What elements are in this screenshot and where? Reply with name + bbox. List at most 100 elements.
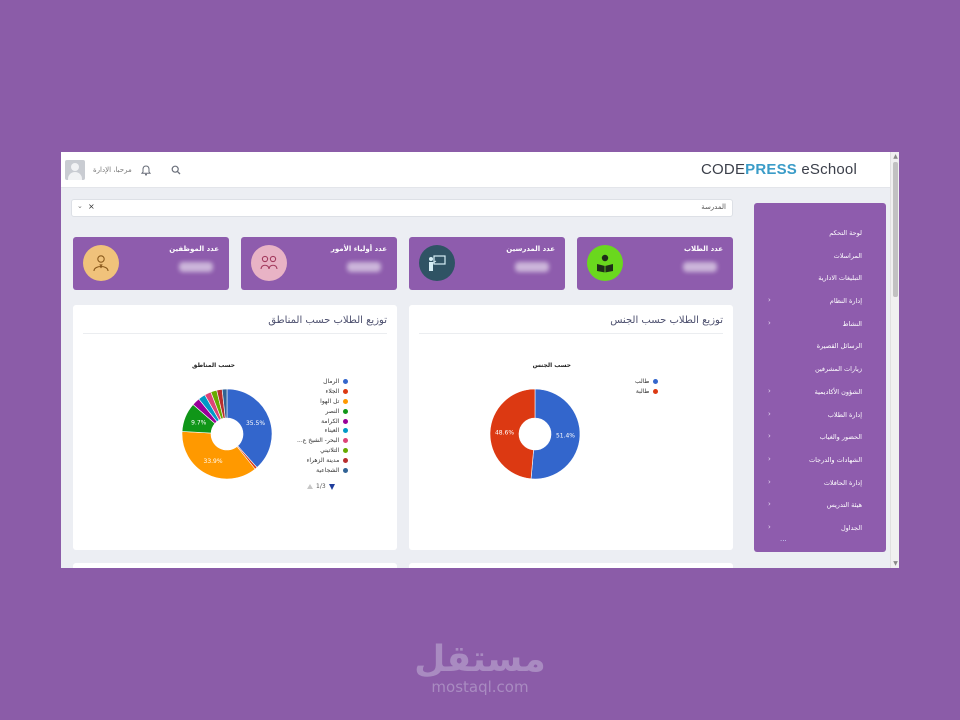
scroll-down-icon[interactable]: ▼ bbox=[893, 560, 898, 567]
legend-item[interactable]: الجلاء bbox=[297, 387, 349, 397]
legend-swatch bbox=[343, 467, 349, 473]
legend-label: تل الهوا bbox=[320, 397, 340, 405]
sidebar-item-label: إدارة الطلاب bbox=[827, 410, 862, 419]
chevron-icon[interactable]: › bbox=[768, 500, 771, 509]
slice-value-label: 33.9% bbox=[204, 458, 223, 465]
sidebar-item-label: إدارة الحافلات bbox=[823, 478, 862, 487]
sidebar-item[interactable]: الجداول › bbox=[754, 518, 886, 541]
sidebar-menu: لوحة التحكم المراسلات التبليغات الادارية إد… bbox=[754, 223, 886, 541]
parents-group-icon bbox=[251, 245, 287, 281]
chevron-icon[interactable]: › bbox=[768, 477, 771, 486]
bell-icon[interactable] bbox=[140, 164, 152, 176]
donut-slice[interactable] bbox=[530, 388, 581, 480]
gender-chart-panel: توزيع الطلاب حسب الجنس حسب الجنس 51.4% 48… bbox=[409, 305, 733, 550]
scroll-thumb[interactable] bbox=[893, 162, 898, 297]
app-window: مرحبا، الإدارة CODEPRESS eSchool ▲ ▼ ⌄ ×… bbox=[61, 152, 899, 568]
sidebar-more: ... bbox=[780, 535, 787, 543]
sidebar-item[interactable]: الشؤون الأكاديمية › bbox=[754, 382, 886, 405]
legend-swatch bbox=[343, 457, 349, 463]
legend-item[interactable]: النصر bbox=[297, 406, 349, 416]
teacher-board-icon bbox=[419, 245, 455, 281]
sidebar-item-label: هيئة التدريس bbox=[826, 501, 862, 510]
page-scrollbar[interactable]: ▲ ▼ bbox=[890, 152, 899, 568]
sidebar-item-label: المراسلات bbox=[833, 251, 862, 260]
legend-next-icon[interactable] bbox=[328, 483, 335, 490]
chevron-icon[interactable]: › bbox=[768, 409, 771, 418]
chevron-icon[interactable]: › bbox=[768, 522, 771, 531]
legend-item[interactable]: مدينة الزهراء bbox=[297, 455, 349, 465]
sidebar-item[interactable]: المراسلات bbox=[754, 246, 886, 269]
chart-legend: الرمال الجلاء تل الهوا النصر الكرامة العيناء ا… bbox=[297, 377, 349, 475]
sidebar-item[interactable]: لوحة التحكم bbox=[754, 223, 886, 246]
chart-title: حسب الجنس bbox=[532, 362, 571, 369]
sidebar-item[interactable]: النشاط › bbox=[754, 314, 886, 337]
legend-item[interactable]: الرمال bbox=[297, 377, 349, 387]
legend-label: التلاتيني bbox=[320, 446, 340, 454]
sidebar-item[interactable]: الرسائل القصيرة bbox=[754, 336, 886, 359]
avatar[interactable] bbox=[65, 160, 85, 180]
panel-stub bbox=[73, 563, 397, 568]
panel-divider bbox=[83, 333, 387, 334]
stat-card-students[interactable]: عدد الطلاب bbox=[577, 237, 733, 290]
donut-slice[interactable] bbox=[221, 388, 228, 419]
sidebar-item[interactable]: إدارة الطلاب › bbox=[754, 405, 886, 428]
donut-slice[interactable] bbox=[489, 388, 536, 480]
chevron-icon[interactable]: › bbox=[768, 454, 771, 463]
sidebar-item[interactable]: زيارات المشرفين bbox=[754, 359, 886, 382]
school-select[interactable]: ⌄ × المدرسة bbox=[71, 199, 733, 217]
scroll-up-icon[interactable]: ▲ bbox=[893, 153, 898, 160]
chevron-down-icon[interactable]: ⌄ bbox=[77, 202, 83, 210]
school-select-value: المدرسة bbox=[701, 203, 726, 211]
slice-value-label: 9.7% bbox=[191, 420, 207, 427]
sidebar-item-label: النشاط bbox=[842, 319, 862, 328]
chevron-icon[interactable]: › bbox=[768, 296, 771, 305]
chevron-icon[interactable]: › bbox=[768, 432, 771, 441]
legend-swatch bbox=[343, 408, 349, 414]
legend-label: البحر- الشيخ ع... bbox=[297, 437, 340, 445]
slice-value-label: 48.6% bbox=[495, 430, 514, 437]
legend-item[interactable]: البحر- الشيخ ع... bbox=[297, 436, 349, 446]
stat-card-parents[interactable]: عدد أولياء الأمور bbox=[241, 237, 397, 290]
legend-label: الكرامة bbox=[321, 417, 340, 425]
sidebar-item[interactable]: إدارة الحافلات › bbox=[754, 473, 886, 496]
slice-value-label: 51.4% bbox=[556, 432, 575, 439]
search-icon[interactable] bbox=[170, 164, 182, 176]
sidebar-item[interactable]: إدارة النظام › bbox=[754, 291, 886, 314]
legend-swatch bbox=[343, 398, 349, 404]
legend-label: الرمال bbox=[323, 378, 340, 386]
legend-pager: 1/3 bbox=[307, 483, 335, 490]
legend-prev-icon[interactable] bbox=[307, 484, 313, 489]
legend-swatch bbox=[653, 389, 659, 395]
donut-slice[interactable] bbox=[181, 431, 256, 480]
sidebar: لوحة التحكم المراسلات التبليغات الادارية إد… bbox=[754, 203, 886, 552]
legend-item[interactable]: التلاتيني bbox=[297, 446, 349, 456]
sidebar-item[interactable]: هيئة التدريس › bbox=[754, 495, 886, 518]
legend-item[interactable]: تل الهوا bbox=[297, 397, 349, 407]
clear-icon[interactable]: × bbox=[88, 202, 95, 211]
legend-swatch bbox=[343, 447, 349, 453]
legend-swatch bbox=[343, 428, 349, 434]
legend-label: العيناء bbox=[324, 427, 340, 435]
legend-label: الجلاء bbox=[325, 388, 340, 396]
region-chart-panel: توزيع الطلاب حسب المناطق حسب المناطق 35.… bbox=[73, 305, 397, 550]
legend-label: طالب bbox=[635, 378, 650, 386]
sidebar-item[interactable]: التبليغات الادارية bbox=[754, 268, 886, 291]
stat-title: عدد المدرسين bbox=[506, 245, 555, 253]
donut-slice[interactable] bbox=[226, 388, 273, 468]
legend-item[interactable]: الكرامة bbox=[297, 416, 349, 426]
chevron-icon[interactable]: › bbox=[768, 386, 771, 395]
employee-icon bbox=[83, 245, 119, 281]
legend-item[interactable]: طالب bbox=[635, 377, 659, 387]
stat-card-teachers[interactable]: عدد المدرسين bbox=[409, 237, 565, 290]
legend-item[interactable]: الشجاعية bbox=[297, 465, 349, 475]
legend-item[interactable]: العيناء bbox=[297, 426, 349, 436]
legend-swatch bbox=[343, 418, 349, 424]
chevron-icon[interactable]: › bbox=[768, 318, 771, 327]
stat-card-employees[interactable]: عدد الموظفين bbox=[73, 237, 229, 290]
legend-item[interactable]: طالبة bbox=[635, 387, 659, 397]
logo-prefix: CODE bbox=[701, 161, 746, 178]
sidebar-item[interactable]: الحضور والغياب › bbox=[754, 427, 886, 450]
sidebar-item[interactable]: الشهادات والدرجات › bbox=[754, 450, 886, 473]
stat-value-blurred bbox=[179, 262, 213, 272]
sidebar-item-label: الرسائل القصيرة bbox=[816, 342, 862, 351]
